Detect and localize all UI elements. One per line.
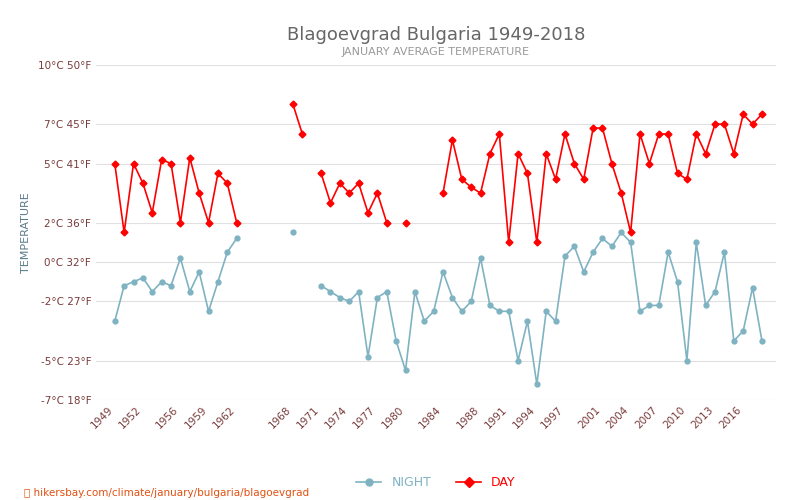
- DAY: [316, 170, 326, 176]
- NIGHT: [110, 318, 119, 324]
- Title: Blagoevgrad Bulgaria 1949-2018: Blagoevgrad Bulgaria 1949-2018: [287, 26, 585, 44]
- NIGHT: [757, 338, 766, 344]
- DAY: [194, 190, 204, 196]
- DAY: [476, 190, 486, 196]
- Line: DAY: DAY: [112, 102, 764, 245]
- NIGHT: [663, 249, 673, 255]
- DAY: [757, 112, 766, 117]
- Text: 📍 hikersbay.com/climate/january/bulgaria/blagoevgrad: 📍 hikersbay.com/climate/january/bulgaria…: [24, 488, 309, 498]
- NIGHT: [476, 255, 486, 261]
- NIGHT: [194, 269, 204, 275]
- NIGHT: [316, 282, 326, 288]
- Y-axis label: TEMPERATURE: TEMPERATURE: [21, 192, 31, 273]
- Legend: NIGHT, DAY: NIGHT, DAY: [351, 471, 521, 494]
- Line: NIGHT: NIGHT: [112, 230, 764, 386]
- DAY: [673, 170, 682, 176]
- Text: JANUARY AVERAGE TEMPERATURE: JANUARY AVERAGE TEMPERATURE: [342, 46, 530, 56]
- DAY: [663, 131, 673, 137]
- DAY: [110, 160, 119, 166]
- NIGHT: [673, 279, 682, 285]
